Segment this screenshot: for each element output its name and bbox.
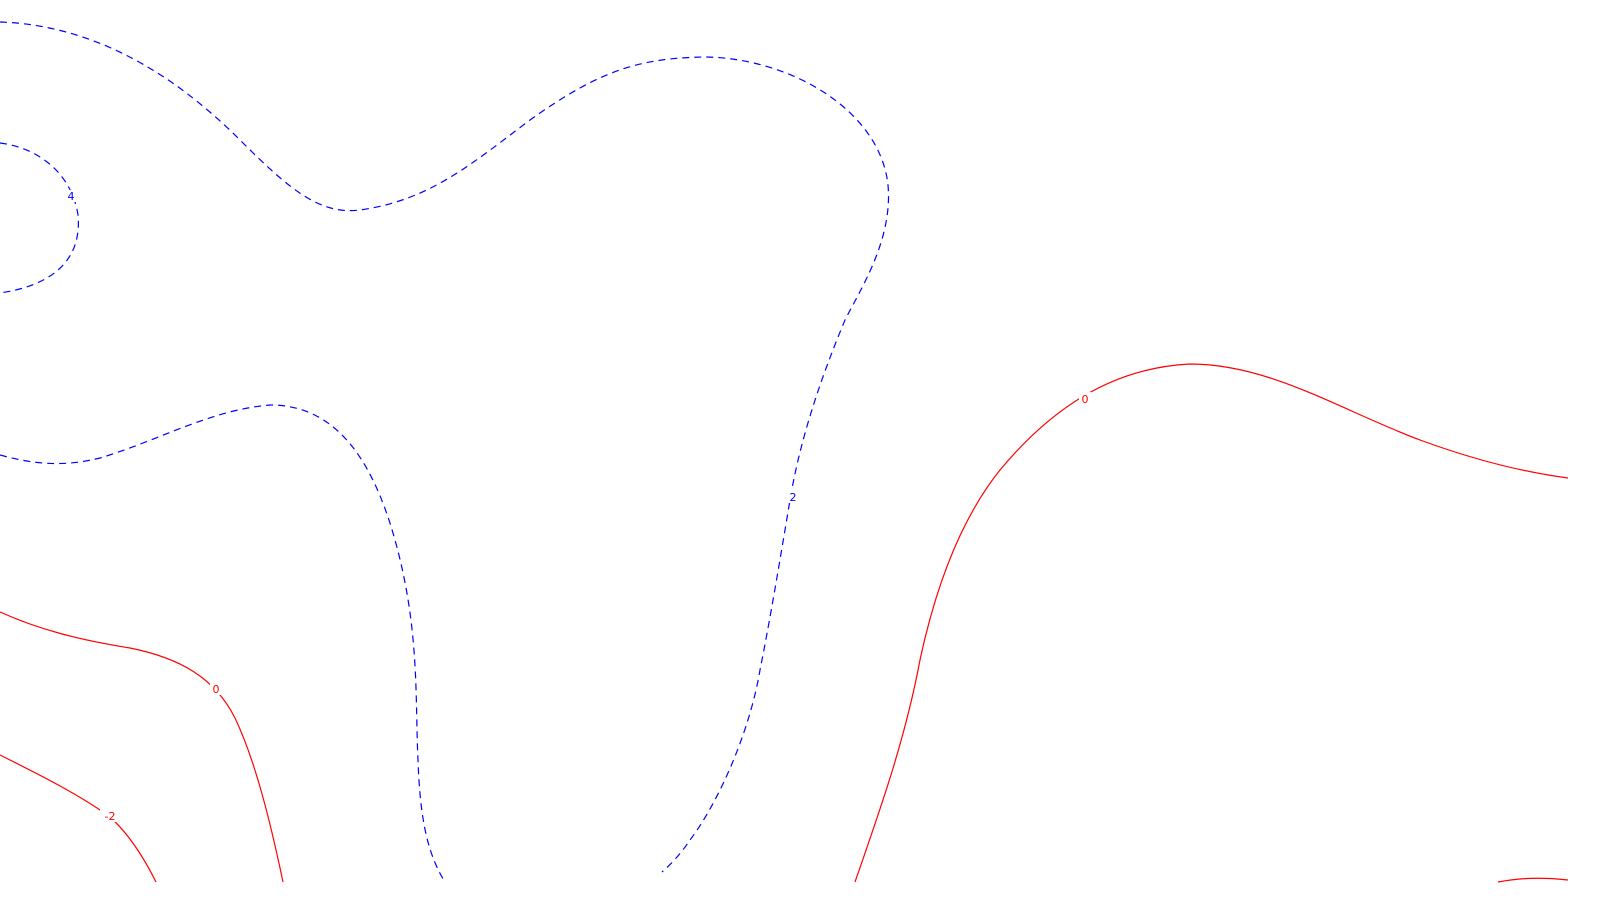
contour-line-neg2 [0, 754, 157, 883]
contour-line-zero-left [0, 611, 284, 883]
contour-label-2: 2 [790, 491, 797, 504]
contour-label-group-2: 2 [787, 490, 799, 504]
contour-line-corner [1497, 877, 1569, 883]
contour-label-neg2: -2 [105, 810, 116, 823]
contour-line-zero-right [854, 363, 1569, 883]
contour-label-group-neg2: -2 [100, 809, 120, 823]
contour-label-zero-left: 0 [213, 683, 220, 696]
contour-label-group-zero-right: 0 [1079, 392, 1091, 406]
contour-label-4: 4 [68, 190, 75, 203]
contour-label-zero-right: 0 [1082, 393, 1089, 406]
contour-line-4-dashed [0, 142, 79, 294]
contour-line-mid-dashed [0, 404, 446, 883]
contour-label-group-4: 4 [66, 190, 76, 203]
contour-line-upper-dashed [0, 21, 890, 873]
contour-label-group-zero-left: 0 [210, 682, 222, 696]
